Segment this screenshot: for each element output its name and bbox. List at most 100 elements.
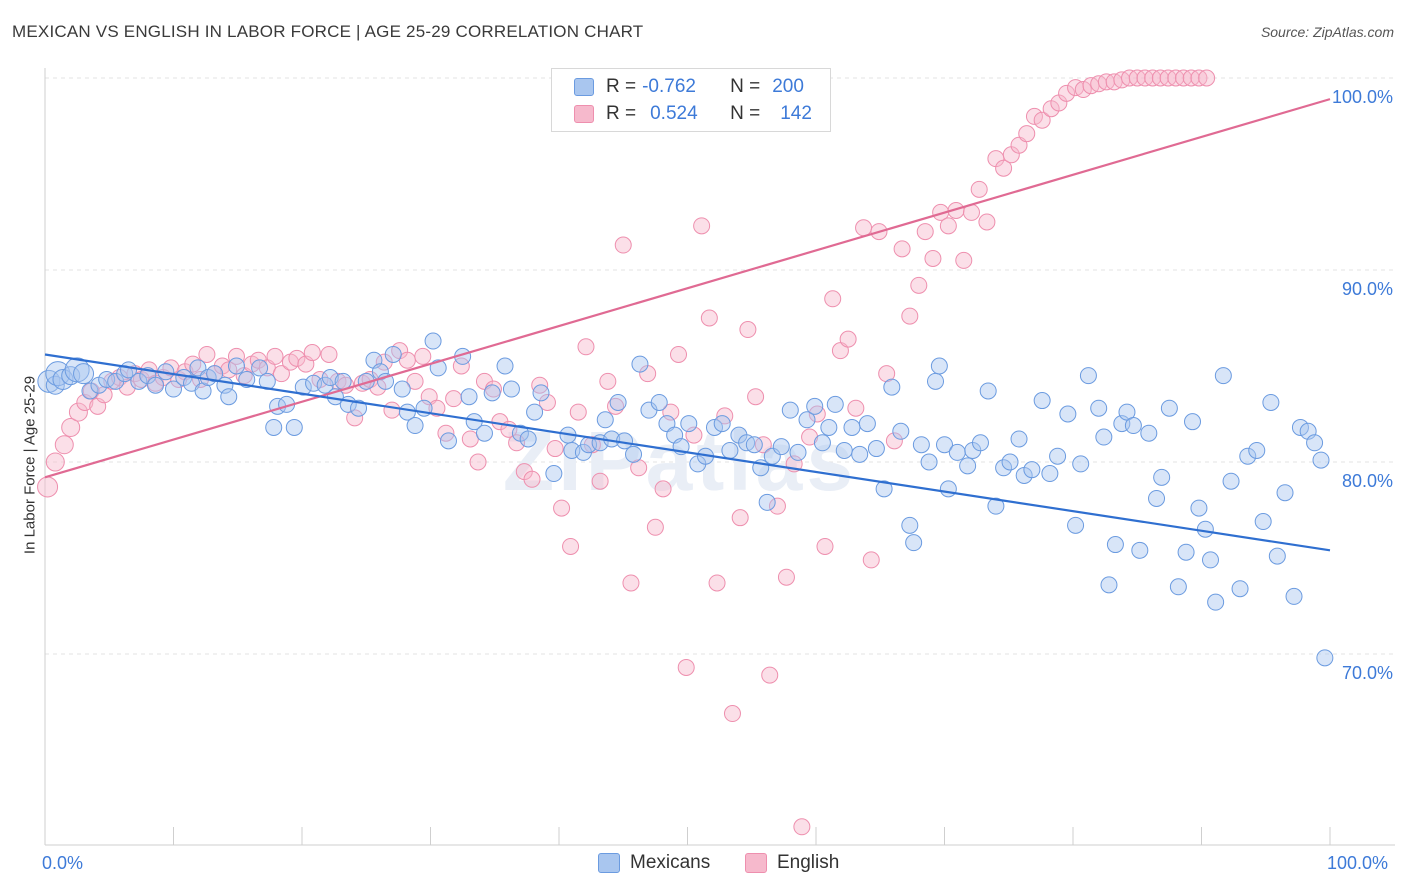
english-point: [1018, 125, 1036, 143]
mexicans-point: [927, 372, 945, 390]
mexicans-point: [1201, 551, 1219, 569]
mexicans-point: [1153, 468, 1171, 486]
y-tick-label: 100.0%: [1332, 87, 1393, 107]
mexicans-point: [1207, 593, 1225, 611]
english-point: [855, 219, 873, 237]
mexicans-point: [294, 378, 312, 396]
mexicans-point: [912, 436, 930, 454]
english-point: [622, 574, 640, 592]
english-point: [862, 551, 880, 569]
english-point: [1058, 84, 1076, 102]
english-point: [569, 403, 587, 421]
mexicans-point: [1262, 393, 1280, 411]
mexicans-point: [609, 393, 627, 411]
mexicans-r-value: -0.762: [642, 76, 696, 97]
english-point: [414, 347, 432, 365]
mexicans-point: [892, 422, 910, 440]
mexicans-point: [45, 361, 71, 387]
mexicans-point: [1285, 587, 1303, 605]
mexicans-point: [406, 417, 424, 435]
mexicans-point: [806, 397, 824, 415]
mexicans-point: [496, 357, 514, 375]
english-point: [670, 345, 688, 363]
english-point: [383, 401, 401, 419]
mexicans-point: [1190, 499, 1208, 517]
mexicans-point: [1079, 367, 1097, 385]
mexicans-point: [1291, 418, 1309, 436]
english-point: [885, 432, 903, 450]
r-label: R =: [606, 103, 637, 124]
y-axis-label: In Labor Force | Age 25-29: [21, 375, 39, 555]
english-point: [970, 180, 988, 198]
mexicans-point: [979, 382, 997, 400]
english-point: [198, 345, 216, 363]
english-point: [1074, 81, 1092, 99]
mexicans-point: [1124, 417, 1142, 435]
mexicans-point: [1268, 547, 1286, 565]
series-legend: Mexicans English: [0, 852, 1406, 878]
mexicans-point: [867, 440, 885, 458]
mexicans-point: [1067, 516, 1085, 534]
mexicans-point: [1023, 461, 1041, 479]
mexicans-point: [798, 411, 816, 429]
english-legend-label: English: [777, 852, 840, 873]
mexicans-point: [1248, 441, 1266, 459]
mexicans-point: [265, 418, 283, 436]
mexicans-legend-label: Mexicans: [630, 852, 711, 873]
y-tick-label: 80.0%: [1342, 471, 1393, 491]
mexicans-point: [1254, 513, 1272, 531]
english-point: [227, 347, 245, 365]
english-point: [768, 497, 786, 515]
mexicans-point: [631, 355, 649, 373]
english-point: [995, 159, 1013, 177]
mexicans-point: [1169, 578, 1187, 596]
english-point: [45, 452, 65, 472]
mexicans-trend-line: [44, 353, 1331, 552]
legend-row-english: R = 0.524 N = 142: [574, 101, 812, 127]
mexicans-point: [781, 401, 799, 419]
mexicans-point: [475, 424, 493, 442]
mexicans-point: [1001, 453, 1019, 471]
correlation-legend: R = -0.762 N = 200 R = 0.524 N = 142: [551, 68, 831, 132]
mexicans-point: [995, 459, 1013, 477]
mexicans-point: [1160, 399, 1178, 417]
legend-item-english[interactable]: English: [745, 852, 839, 874]
mexicans-swatch: [574, 78, 594, 96]
english-point: [978, 213, 996, 231]
mexicans-point: [625, 445, 643, 463]
mexicans-point: [81, 382, 99, 400]
mexicans-point: [526, 403, 544, 421]
legend-item-mexicans[interactable]: Mexicans: [598, 852, 710, 874]
trend-lines: [44, 98, 1331, 552]
english-point: [577, 338, 595, 356]
english-point: [61, 417, 81, 437]
mexicans-point: [483, 384, 501, 402]
mexicans-point: [948, 443, 966, 461]
mexicans-point: [1090, 399, 1108, 417]
english-point: [591, 472, 609, 490]
mexicans-point: [939, 480, 957, 498]
english-r-value: 0.524: [650, 103, 698, 124]
english-point: [723, 705, 741, 723]
english-point: [272, 365, 290, 383]
y-tick-label: 70.0%: [1342, 663, 1393, 683]
mexicans-point: [858, 415, 876, 433]
mexicans-n-value: 200: [772, 76, 804, 97]
english-point: [428, 399, 446, 417]
mexicans-point: [1312, 451, 1330, 469]
legend-row-mexicans: R = -0.762 N = 200: [574, 74, 804, 100]
mexicans-point: [238, 370, 256, 388]
mexicans-point: [532, 384, 550, 402]
mexicans-point: [393, 380, 411, 398]
mexicans-point: [1148, 489, 1166, 507]
english-point: [847, 399, 865, 417]
english-point: [731, 509, 749, 527]
mexicans-point: [905, 534, 923, 552]
english-point: [461, 430, 479, 448]
english-point: [839, 330, 857, 348]
source-label: Source: ZipAtlas.com: [1260, 24, 1394, 40]
english-point: [1198, 69, 1216, 87]
english-point: [68, 402, 88, 422]
english-point: [916, 223, 934, 241]
mexicans-point: [930, 357, 948, 375]
